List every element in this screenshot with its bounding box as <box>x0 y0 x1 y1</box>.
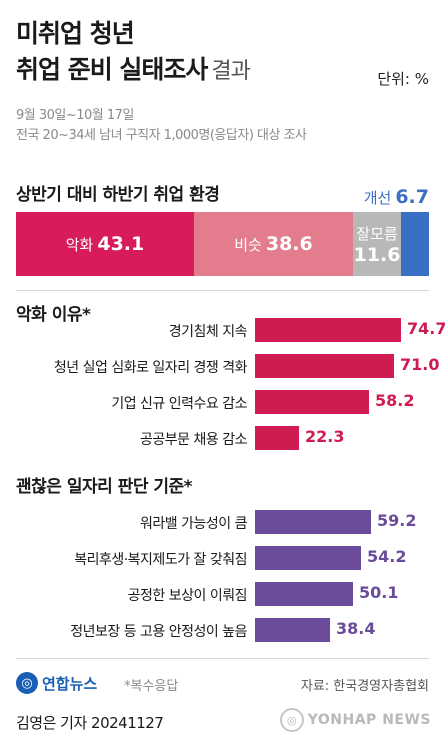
section-title-good-job-criteria: 괜찮은 일자리 판단 기준* <box>16 477 193 497</box>
bar-value-label: 59.2 <box>377 511 417 530</box>
bar-category-label: 공공부문 채용 감소 <box>140 432 247 448</box>
bar <box>255 354 394 378</box>
stack-segment-4 <box>401 212 429 276</box>
stack-segment-value: 43.1 <box>97 233 145 255</box>
bar <box>255 390 369 414</box>
bar-category-label: 복리후생·복지제도가 잘 갖춰짐 <box>74 552 247 568</box>
watermark: ◎ YONHAP NEWS <box>279 708 431 732</box>
bar <box>255 546 361 570</box>
bar-category-label: 기업 신규 인력수요 감소 <box>111 396 247 412</box>
yonhap-logo-icon: ◎ <box>16 672 38 694</box>
bar-category-label: 공정한 보상이 이뤄짐 <box>127 588 248 604</box>
stack-segment-3: 잘모름 11.6 <box>353 212 401 276</box>
unit-label: 단위: % <box>377 70 429 88</box>
chart-title-suffix: 결과 <box>211 59 250 84</box>
bar-category-label: 청년 실업 심화로 일자리 경쟁 격화 <box>53 360 248 376</box>
stacked-bar-environment: 악화 43.1 비슷 38.6 잘모름 11.6 <box>16 212 429 276</box>
bar <box>255 510 371 534</box>
stack-segment-label: 악화 <box>65 235 94 254</box>
bar <box>255 582 353 606</box>
bar-value-label: 38.4 <box>336 619 376 638</box>
divider <box>16 290 429 291</box>
chart-title-line1: 미취업 청년 <box>16 19 135 48</box>
stack-segment-label: 잘모름 <box>356 224 398 243</box>
bar-value-label: 74.7 <box>407 319 445 338</box>
bar <box>255 318 401 342</box>
section-title-worse-reasons: 악화 이유* <box>16 305 91 325</box>
stack-segment-label: 비슷 <box>234 235 262 254</box>
footnote: *복수응답 <box>124 679 179 694</box>
watermark-icon: ◎ <box>279 708 304 732</box>
stack-segment-2: 비슷 38.6 <box>194 212 353 276</box>
bar-category-label: 경기침체 지속 <box>168 324 248 340</box>
stack-segment-value: 38.6 <box>265 233 313 255</box>
watermark-text: YONHAP NEWS <box>307 712 431 728</box>
bar-value-label: 58.2 <box>375 391 415 410</box>
bar-category-label: 워라밸 가능성이 큼 <box>140 516 247 532</box>
bar-value-label: 71.0 <box>400 355 440 374</box>
subtitle-survey: 전국 20~34세 남녀 구직자 1,000명(응답자) 대상 조사 <box>16 128 307 143</box>
bar <box>255 426 299 450</box>
yonhap-logo-text: 연합뉴스 <box>42 674 98 693</box>
stack-segment-value: 11.6 <box>353 243 401 266</box>
improve-label-value: 6.7 <box>395 186 429 208</box>
stack-segment-1: 악화 43.1 <box>16 212 194 276</box>
credit-line: 김영은 기자 20241127 <box>16 714 164 732</box>
chart-title-line2: 취업 준비 실태조사 결과 <box>16 55 251 84</box>
subtitle-dates: 9월 30일~10월 17일 <box>16 108 134 123</box>
bar-value-label: 22.3 <box>305 427 345 446</box>
bar <box>255 618 330 642</box>
improve-label-text: 개선 <box>363 189 392 207</box>
yonhap-logo: ◎ 연합뉴스 <box>16 672 97 694</box>
improve-label: 개선 6.7 <box>364 186 429 208</box>
divider-footer <box>16 658 429 659</box>
section-title-environment: 상반기 대비 하반기 취업 환경 <box>16 185 220 205</box>
bar-category-label: 정년보장 등 고용 안정성이 높음 <box>70 624 247 640</box>
bar-value-label: 54.2 <box>367 547 407 566</box>
bar-value-label: 50.1 <box>359 583 399 602</box>
source-label: 자료: 한국경영자총협회 <box>300 679 429 694</box>
